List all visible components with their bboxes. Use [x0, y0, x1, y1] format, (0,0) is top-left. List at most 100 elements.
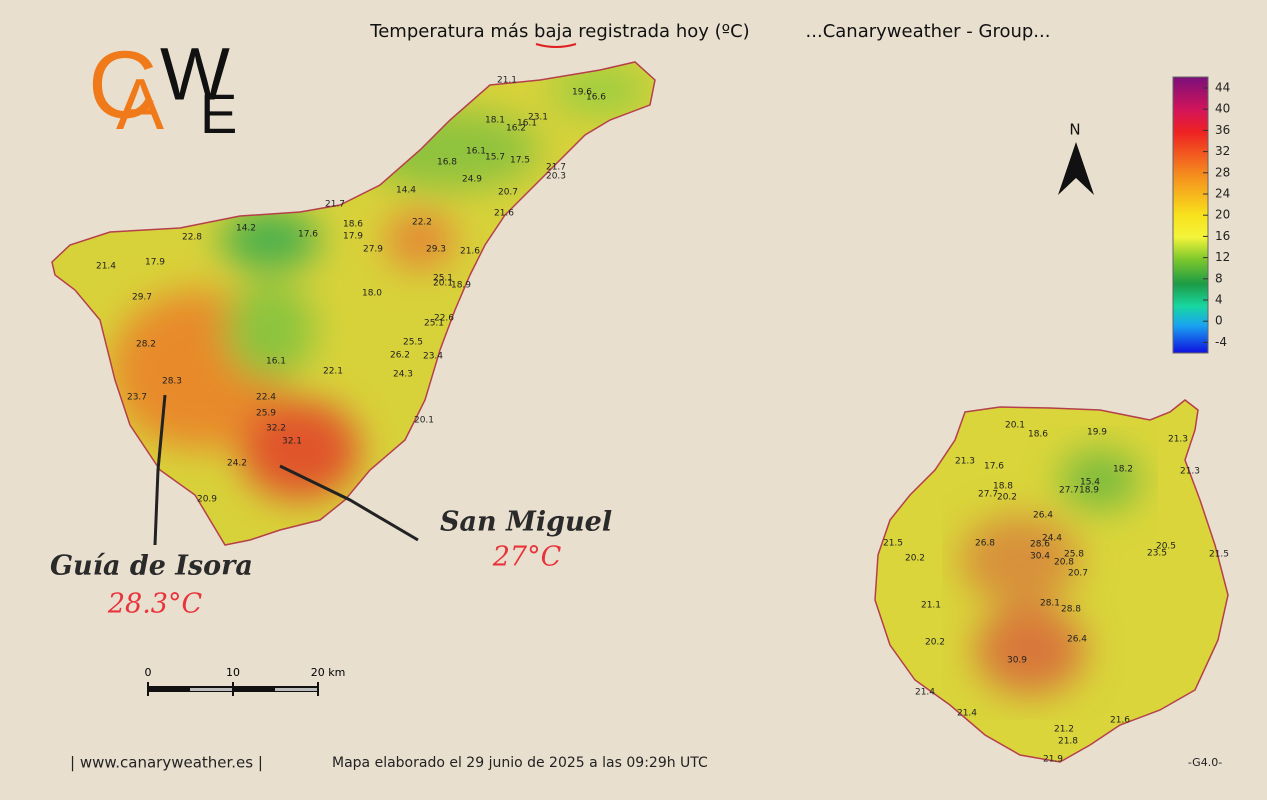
- made-date: Mapa elaborado el 29 junio de 2025 a las…: [332, 755, 708, 771]
- station-value: 21.3: [1180, 467, 1200, 477]
- colorbar-label: -4: [1215, 335, 1227, 349]
- colorbar-label: 20: [1215, 208, 1230, 222]
- station-value: 21.5: [883, 539, 903, 549]
- station-value: 26.8: [975, 539, 995, 549]
- station-value: 18.6: [343, 220, 363, 230]
- station-value: 22.1: [323, 367, 343, 377]
- station-value: 25.5: [403, 338, 423, 348]
- colorbar-label: 4: [1215, 293, 1223, 307]
- station-value: 21.7: [546, 163, 566, 173]
- station-value: 22.8: [182, 233, 202, 243]
- station-value: 22.2: [412, 218, 432, 228]
- scale-label: 20 km: [311, 666, 346, 679]
- station-value: 27.7: [1059, 486, 1079, 496]
- station-value: 20.7: [1068, 569, 1088, 579]
- station-value: 14.2: [236, 224, 256, 234]
- station-value: 21.4: [915, 688, 935, 698]
- station-value: 28.1: [1040, 599, 1060, 609]
- colorbar-label: 12: [1215, 250, 1230, 264]
- north-label: N: [1069, 121, 1080, 139]
- underline: [535, 43, 577, 48]
- station-value: 18.8: [993, 482, 1013, 492]
- scale-label: 0: [145, 666, 152, 679]
- station-value: 18.9: [1079, 486, 1099, 496]
- station-value: 17.9: [343, 232, 363, 242]
- colorbar-label: 24: [1215, 187, 1230, 201]
- station-value: 23.1: [528, 113, 548, 123]
- station-value: 25.1: [433, 274, 453, 284]
- station-value: 23.5: [1147, 549, 1167, 559]
- station-value: 16.2: [506, 124, 526, 134]
- logo: C A W E: [88, 31, 237, 145]
- colorbar: [1172, 76, 1209, 354]
- station-value: 27.9: [363, 245, 383, 255]
- station-value: 20.1: [1005, 421, 1025, 431]
- station-value: 21.1: [497, 76, 517, 86]
- logo-letter: C: [88, 31, 157, 138]
- station-value: 20.1: [414, 416, 434, 426]
- station-value: 25.9: [256, 409, 276, 419]
- station-value: 17.9: [145, 258, 165, 268]
- station-value: 32.1: [282, 437, 302, 447]
- station-value: 20.8: [1054, 558, 1074, 568]
- station-value: 26.4: [1033, 511, 1053, 521]
- logo-letter: E: [200, 82, 237, 145]
- station-value: 18.9: [451, 281, 471, 291]
- station-value: 24.9: [462, 175, 482, 185]
- station-value: 18.0: [362, 289, 382, 299]
- station-value: 30.9: [1007, 656, 1027, 666]
- station-value: 21.1: [921, 601, 941, 611]
- place-name: San Miguel: [440, 507, 612, 538]
- station-value: 20.9: [197, 495, 217, 505]
- scale-bar: 0 10 20 km: [145, 666, 346, 696]
- logo-letter: A: [116, 65, 164, 145]
- place-value: 27°C: [492, 542, 562, 573]
- station-value: 27.7: [978, 490, 998, 500]
- station-value: 26.4: [1067, 635, 1087, 645]
- station-value: 26.2: [390, 351, 410, 361]
- colorbar-label: 36: [1215, 123, 1230, 137]
- station-value: 19.9: [1087, 428, 1107, 438]
- station-value: 18.6: [1028, 430, 1048, 440]
- station-value: 23.4: [423, 352, 443, 362]
- colorbar-label: 40: [1215, 102, 1230, 116]
- station-value: 17.5: [510, 156, 530, 166]
- station-value: 22.4: [256, 393, 276, 403]
- gran-canaria: [875, 400, 1228, 762]
- colorbar-label: 16: [1215, 229, 1230, 243]
- station-value: 19.6: [572, 88, 592, 98]
- station-value: 21.7: [325, 200, 345, 210]
- colorbar-label: 0: [1215, 314, 1223, 328]
- station-value: 15.4: [1080, 478, 1100, 488]
- station-value: 23.7: [127, 393, 147, 403]
- station-value: 15.7: [485, 153, 505, 163]
- station-value: 28.2: [136, 340, 156, 350]
- station-value: 24.4: [1042, 534, 1062, 544]
- station-value: 16.1: [266, 357, 286, 367]
- station-value: 18.2: [1113, 465, 1133, 475]
- station-value: 21.3: [955, 457, 975, 467]
- station-value: 28.3: [162, 377, 182, 387]
- north-arrow: [1058, 142, 1094, 195]
- station-value: 21.9: [1043, 755, 1063, 765]
- station-value: 21.6: [494, 209, 514, 219]
- pointer: [279, 464, 419, 542]
- station-value: 21.5: [1209, 550, 1229, 560]
- station-value: 20.5: [1156, 542, 1176, 552]
- place-name: Guía de Isora: [50, 551, 253, 582]
- station-value: 21.2: [1054, 725, 1074, 735]
- group-name: ...Canaryweather - Group...: [806, 21, 1051, 42]
- station-value: 18.1: [485, 116, 505, 126]
- version: -G4.0-: [1188, 756, 1222, 769]
- title: Temperatura más baja registrada hoy (ºC): [369, 21, 749, 42]
- station-value: 20.7: [498, 188, 518, 198]
- station-value: 21.6: [1110, 716, 1130, 726]
- station-value: 16.1: [466, 147, 486, 157]
- station-value: 29.7: [132, 293, 152, 303]
- colorbar-label: 28: [1215, 165, 1230, 179]
- station-value: 16.6: [586, 93, 606, 103]
- colorbar-label: 32: [1215, 144, 1230, 158]
- scale-label: 10: [226, 666, 240, 679]
- station-value: 28.6: [1030, 540, 1050, 550]
